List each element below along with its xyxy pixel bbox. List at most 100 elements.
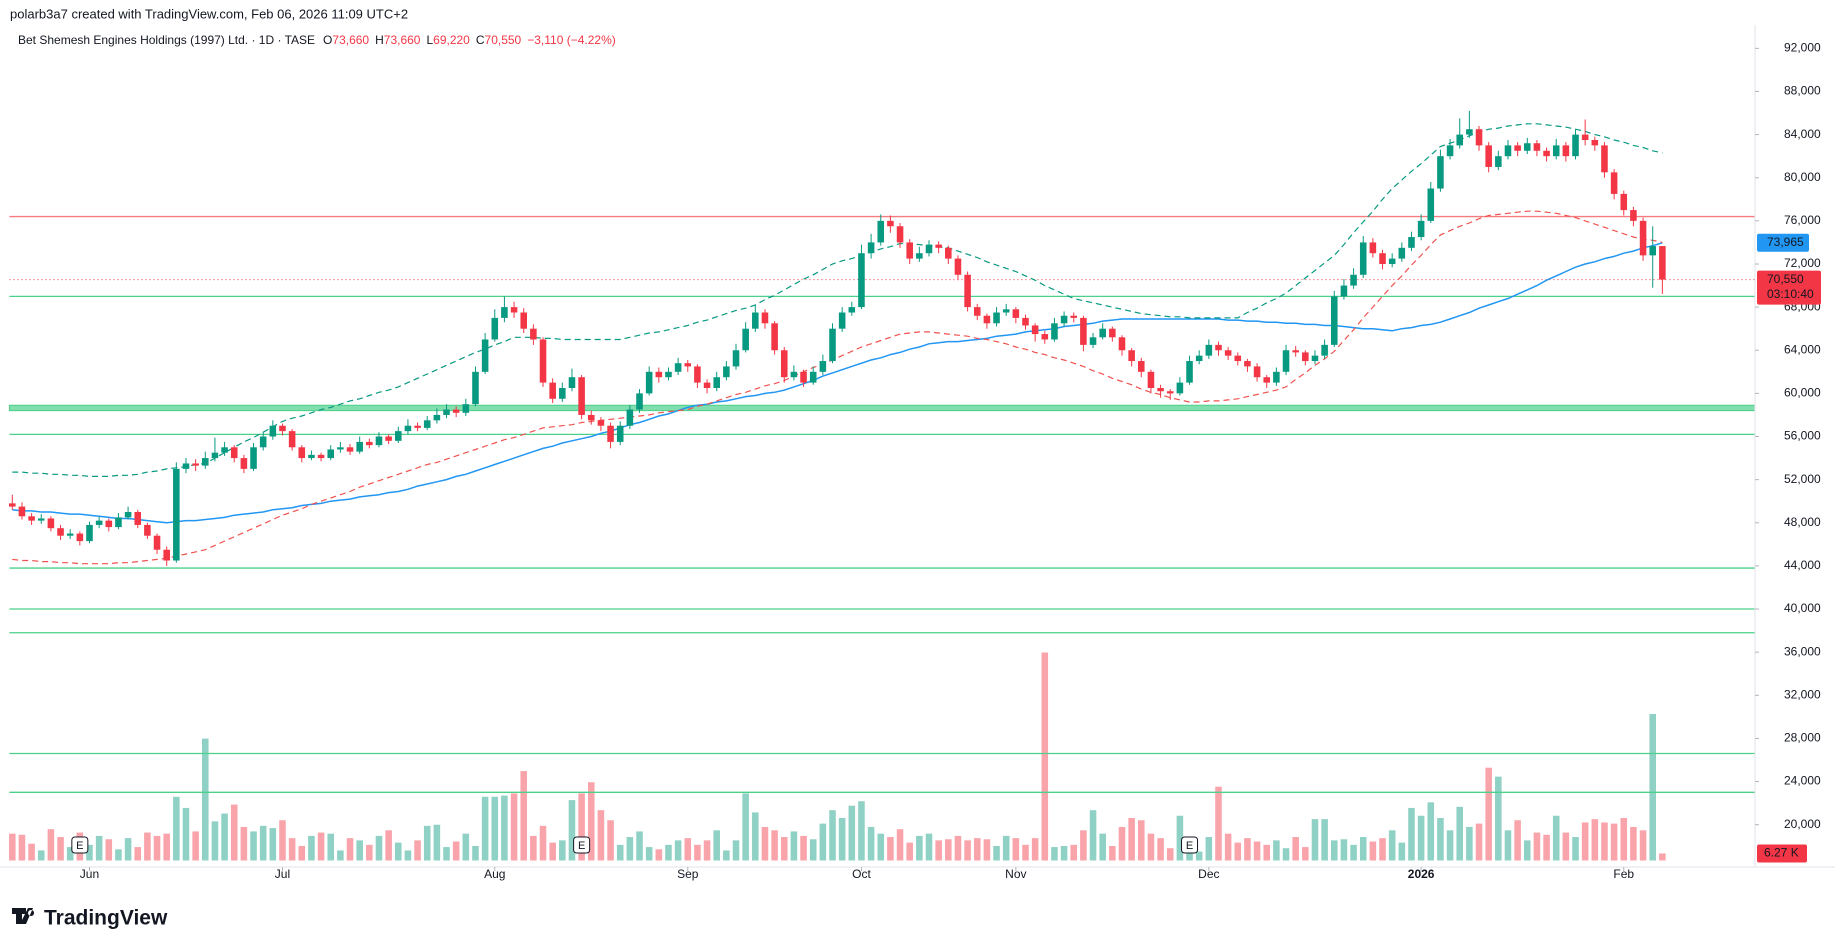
candle-body bbox=[134, 511, 142, 525]
volume-bar bbox=[298, 845, 306, 861]
candle-body bbox=[954, 258, 962, 275]
candle-body bbox=[935, 244, 942, 248]
volume-bar bbox=[452, 841, 460, 861]
candle-body bbox=[1639, 220, 1647, 256]
volume-bar bbox=[1031, 838, 1039, 861]
candle-body bbox=[636, 393, 643, 410]
candle-body bbox=[414, 425, 421, 428]
volume-bar bbox=[414, 840, 421, 861]
overlay-layer: polarb3a7 created with TradingView.com, … bbox=[10, 6, 616, 929]
volume-bar bbox=[1340, 839, 1348, 861]
price-zone bbox=[8, 404, 1756, 412]
candle-body bbox=[1224, 350, 1232, 356]
volume-bar bbox=[1475, 823, 1483, 861]
volume-bar bbox=[964, 840, 971, 861]
candle-body bbox=[906, 242, 913, 259]
y-tick-label: 80,000 bbox=[1784, 170, 1821, 184]
volume-bar bbox=[1282, 848, 1290, 861]
candle-body bbox=[684, 363, 692, 367]
candle-body bbox=[549, 382, 556, 399]
volume-bar bbox=[192, 831, 199, 861]
y-tick-label: 56,000 bbox=[1784, 429, 1821, 443]
volume-bar bbox=[723, 850, 730, 861]
volume-bar bbox=[356, 840, 363, 861]
candle-body bbox=[1552, 145, 1560, 157]
volume-bar bbox=[1408, 807, 1415, 861]
candle-body bbox=[1572, 134, 1579, 157]
volume-bar bbox=[549, 842, 556, 861]
candle-body bbox=[1118, 337, 1126, 351]
candle-body bbox=[1369, 242, 1377, 254]
candle-body bbox=[674, 363, 682, 372]
volume-bar bbox=[1244, 838, 1251, 861]
volume-bar bbox=[1359, 837, 1367, 861]
legend-value: 70,550 bbox=[485, 33, 522, 47]
candle-body bbox=[1070, 315, 1078, 318]
candle-body bbox=[1388, 258, 1396, 264]
x-tick-label: Nov bbox=[1005, 867, 1026, 881]
volume-bar bbox=[1234, 842, 1242, 861]
candle-body bbox=[298, 447, 306, 459]
candle-body bbox=[1273, 371, 1280, 383]
candle-body bbox=[587, 414, 595, 421]
candle-body bbox=[925, 244, 933, 254]
volume-bar bbox=[1099, 833, 1106, 861]
volume-bar bbox=[1147, 833, 1155, 861]
y-tick-label: 84,000 bbox=[1784, 127, 1821, 141]
band-line bbox=[12, 210, 1663, 565]
volume-bar bbox=[279, 820, 286, 861]
volume-bar bbox=[645, 847, 653, 861]
candle-body bbox=[1562, 145, 1570, 157]
candle-body bbox=[1186, 361, 1193, 383]
candle-body bbox=[1659, 246, 1666, 280]
volume-bar bbox=[1601, 822, 1608, 861]
candle-body bbox=[626, 409, 634, 426]
candle-body bbox=[1002, 309, 1010, 313]
candle-body bbox=[317, 454, 325, 459]
volume-bar bbox=[1118, 826, 1126, 861]
candle-body bbox=[28, 516, 35, 521]
candle-body bbox=[1060, 315, 1068, 324]
volume-bar bbox=[993, 845, 1000, 861]
candle-body bbox=[809, 371, 817, 383]
volume-bar bbox=[587, 782, 595, 861]
volume-bar bbox=[423, 825, 431, 861]
volume-bar bbox=[607, 820, 614, 861]
candle-body bbox=[1591, 139, 1599, 146]
volume-bar bbox=[1562, 832, 1570, 861]
volume-bar bbox=[1263, 844, 1271, 861]
volume-bar bbox=[337, 850, 344, 861]
candle-body bbox=[1051, 323, 1058, 340]
y-tick-label: 52,000 bbox=[1784, 472, 1821, 486]
volume-bar bbox=[1205, 837, 1213, 861]
y-tick-label: 36,000 bbox=[1784, 644, 1821, 658]
candle-body bbox=[1302, 352, 1309, 362]
volume-bar bbox=[1456, 806, 1464, 861]
candle-body bbox=[269, 425, 277, 437]
volume-bar bbox=[1466, 826, 1473, 861]
volume-bar bbox=[1195, 851, 1203, 861]
candle-body bbox=[1321, 344, 1328, 356]
candle-body bbox=[1379, 253, 1386, 264]
candle-body bbox=[848, 307, 856, 313]
volume-bar bbox=[1427, 802, 1435, 861]
candle-body bbox=[1514, 145, 1521, 151]
candle-body bbox=[501, 307, 508, 318]
candle-body bbox=[559, 387, 566, 399]
x-tick-label: Aug bbox=[484, 867, 505, 881]
candle-body bbox=[327, 449, 335, 459]
candle-body bbox=[259, 436, 267, 448]
volume-tag bbox=[1757, 844, 1807, 863]
volume-bar bbox=[501, 795, 508, 861]
volume-bar bbox=[115, 849, 122, 861]
candle-body bbox=[1630, 210, 1637, 221]
candle-body bbox=[86, 524, 93, 542]
candle-body bbox=[1282, 350, 1290, 372]
volume-bar bbox=[742, 793, 749, 861]
volume-bar bbox=[182, 807, 190, 861]
candle-body bbox=[491, 317, 499, 340]
author-line: polarb3a7 created with TradingView.com, … bbox=[10, 6, 408, 21]
volume-bar bbox=[404, 850, 412, 861]
volume-bar bbox=[1630, 826, 1637, 861]
volume-bar bbox=[1060, 845, 1068, 861]
